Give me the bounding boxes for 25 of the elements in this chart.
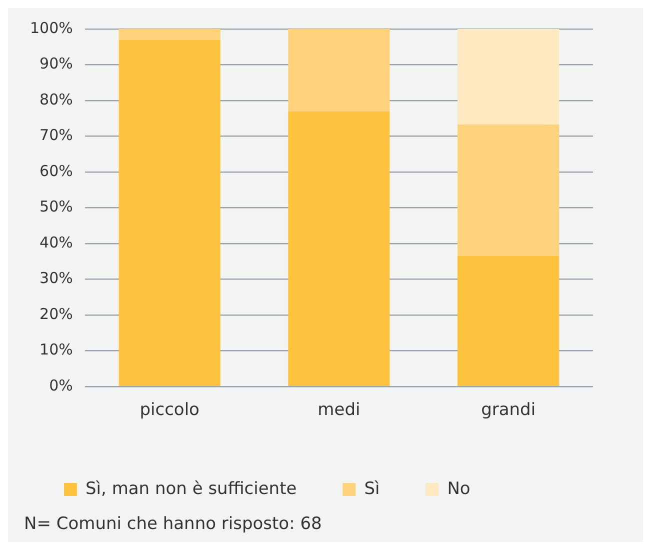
legend-label: No xyxy=(447,478,470,499)
y-tick-label: 0% xyxy=(49,376,73,394)
bar xyxy=(458,124,560,256)
y-tick-label: 50% xyxy=(40,198,73,216)
x-tick-label: medi xyxy=(318,400,360,420)
bar xyxy=(288,111,390,386)
legend-label: Sì, man non è sufficiente xyxy=(86,478,297,499)
y-tick-label: 10% xyxy=(40,340,73,359)
y-tick-label: 20% xyxy=(40,304,73,323)
y-tick-label: 30% xyxy=(40,269,73,288)
legend-label: Sì xyxy=(364,478,380,499)
bar xyxy=(458,29,560,124)
text: N= Comuni che hanno risposto: 68 xyxy=(23,513,323,536)
y-tick-label: 80% xyxy=(40,90,73,108)
x-tick-label: piccolo xyxy=(140,400,200,420)
bar xyxy=(458,256,560,386)
y-tick-label: 60% xyxy=(40,162,73,180)
x-tick-label: grandi xyxy=(481,400,536,420)
y-tick-label: 40% xyxy=(40,233,73,252)
bar xyxy=(118,29,220,40)
bar xyxy=(118,40,220,386)
y-tick-label: 90% xyxy=(40,54,73,73)
bar xyxy=(288,29,390,112)
y-tick-label: 100% xyxy=(30,18,73,37)
y-tick-label: 70% xyxy=(40,126,73,144)
